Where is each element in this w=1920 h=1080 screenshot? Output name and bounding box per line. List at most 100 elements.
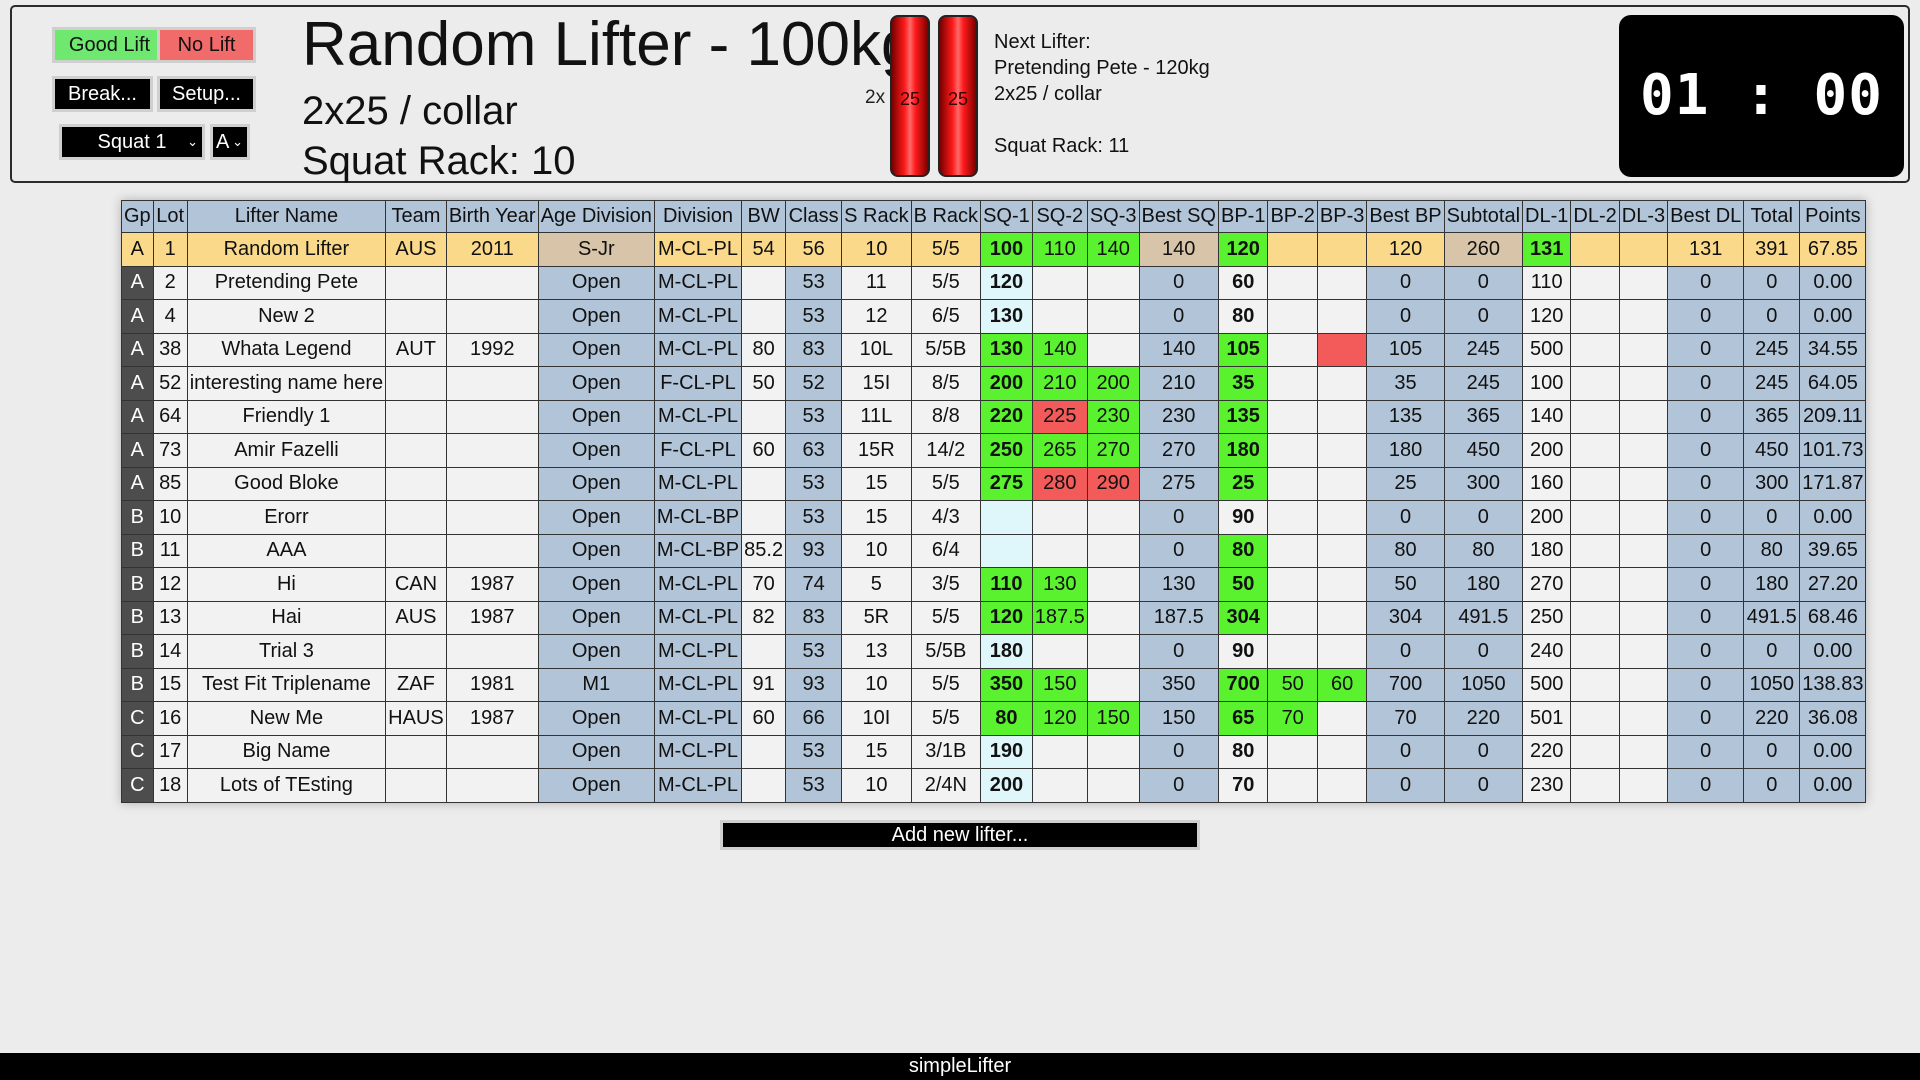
cell-srack[interactable]: 11 xyxy=(841,265,912,300)
cell-bbp[interactable]: 70 xyxy=(1366,701,1445,736)
column-header-age[interactable]: Age Division xyxy=(537,200,655,233)
table-row[interactable]: C 16 New Me HAUS 1987 Open M-CL-PL 60 66 10I 5/5 80… xyxy=(121,701,1867,736)
column-header-sub[interactable]: Subtotal xyxy=(1443,200,1524,233)
cell-brack[interactable]: 4/3 xyxy=(910,500,982,535)
cell-lot[interactable]: 10 xyxy=(152,500,188,535)
cell-bw[interactable] xyxy=(741,500,787,535)
cell-sq2[interactable]: 225 xyxy=(1031,399,1088,434)
cell-bw[interactable] xyxy=(741,299,787,334)
cell-bbp[interactable]: 0 xyxy=(1366,265,1445,300)
cell-sub[interactable]: 260 xyxy=(1443,232,1524,267)
cell-dl3[interactable] xyxy=(1618,768,1669,803)
cell-bp2[interactable] xyxy=(1267,734,1318,769)
cell-lot[interactable]: 64 xyxy=(152,399,188,434)
cell-dl3[interactable] xyxy=(1618,366,1669,401)
cell-gp[interactable]: A xyxy=(121,332,154,367)
cell-bp3[interactable] xyxy=(1316,366,1368,401)
column-header-div[interactable]: Division xyxy=(653,200,743,233)
cell-gp[interactable]: A xyxy=(121,232,154,267)
cell-birth[interactable] xyxy=(445,399,539,434)
table-row[interactable]: B 15 Test Fit Triplename ZAF 1981 M1 M-CL-PL 91… xyxy=(121,667,1867,702)
cell-birth[interactable] xyxy=(445,634,539,669)
cell-sub[interactable]: 0 xyxy=(1443,734,1524,769)
cell-name[interactable]: Friendly 1 xyxy=(186,399,387,434)
cell-bp2[interactable] xyxy=(1267,500,1318,535)
cell-name[interactable]: New Me xyxy=(186,701,387,736)
cell-bdl[interactable]: 131 xyxy=(1667,232,1745,267)
cell-sq1[interactable]: 180 xyxy=(980,634,1033,669)
cell-team[interactable] xyxy=(385,734,447,769)
cell-age[interactable]: Open xyxy=(537,299,655,334)
cell-gp[interactable]: B xyxy=(121,567,154,602)
cell-bdl[interactable]: 0 xyxy=(1667,734,1745,769)
cell-bp1[interactable]: 105 xyxy=(1217,332,1269,367)
cell-pts[interactable]: 39.65 xyxy=(1799,533,1867,568)
cell-age[interactable]: Open xyxy=(537,600,655,635)
cell-div[interactable]: M-CL-PL xyxy=(653,701,743,736)
cell-bbp[interactable]: 35 xyxy=(1366,366,1445,401)
cell-brack[interactable]: 5/5 xyxy=(910,667,982,702)
cell-bsq[interactable]: 230 xyxy=(1138,399,1219,434)
cell-brack[interactable]: 2/4N xyxy=(910,768,982,803)
cell-bp1[interactable]: 80 xyxy=(1217,734,1269,769)
cell-team[interactable] xyxy=(385,466,447,501)
cell-dl1[interactable]: 500 xyxy=(1522,332,1572,367)
cell-sub[interactable]: 1050 xyxy=(1443,667,1524,702)
table-row[interactable]: C 18 Lots of TEsting Open M-CL-PL 53 10 2/4N 200… xyxy=(121,768,1867,803)
cell-cls[interactable]: 53 xyxy=(785,299,843,334)
cell-div[interactable]: M-CL-PL xyxy=(653,299,743,334)
cell-sub[interactable]: 0 xyxy=(1443,299,1524,334)
cell-age[interactable]: Open xyxy=(537,734,655,769)
cell-srack[interactable]: 13 xyxy=(841,634,912,669)
cell-sq2[interactable] xyxy=(1031,734,1088,769)
cell-gp[interactable]: B xyxy=(121,667,154,702)
cell-dl1[interactable]: 500 xyxy=(1522,667,1572,702)
cell-cls[interactable]: 63 xyxy=(785,433,843,468)
cell-sub[interactable]: 491.5 xyxy=(1443,600,1524,635)
cell-bsq[interactable]: 140 xyxy=(1138,232,1219,267)
cell-brack[interactable]: 5/5 xyxy=(910,600,982,635)
cell-pts[interactable]: 27.20 xyxy=(1799,567,1867,602)
cell-lot[interactable]: 4 xyxy=(152,299,188,334)
cell-srack[interactable]: 10 xyxy=(841,232,912,267)
cell-sub[interactable]: 245 xyxy=(1443,332,1524,367)
cell-sq1[interactable]: 190 xyxy=(980,734,1033,769)
cell-bbp[interactable]: 80 xyxy=(1366,533,1445,568)
cell-lot[interactable]: 16 xyxy=(152,701,188,736)
cell-dl3[interactable] xyxy=(1618,399,1669,434)
cell-bp1[interactable]: 90 xyxy=(1217,634,1269,669)
cell-pts[interactable]: 34.55 xyxy=(1799,332,1867,367)
column-header-pts[interactable]: Points xyxy=(1799,200,1867,233)
cell-dl1[interactable]: 180 xyxy=(1522,533,1572,568)
cell-bdl[interactable]: 0 xyxy=(1667,366,1745,401)
cell-bp3[interactable] xyxy=(1316,500,1368,535)
cell-tot[interactable]: 0 xyxy=(1743,768,1801,803)
cell-div[interactable]: F-CL-PL xyxy=(653,433,743,468)
cell-pts[interactable]: 67.85 xyxy=(1799,232,1867,267)
cell-sub[interactable]: 245 xyxy=(1443,366,1524,401)
cell-team[interactable] xyxy=(385,265,447,300)
cell-bdl[interactable]: 0 xyxy=(1667,399,1745,434)
cell-bbp[interactable]: 0 xyxy=(1366,299,1445,334)
cell-team[interactable]: ZAF xyxy=(385,667,447,702)
cell-srack[interactable]: 10 xyxy=(841,768,912,803)
table-row[interactable]: A 52 interesting name here Open F-CL-PL 50 52 1… xyxy=(121,366,1867,401)
cell-sq3[interactable] xyxy=(1086,734,1140,769)
cell-sub[interactable]: 0 xyxy=(1443,500,1524,535)
cell-dl2[interactable] xyxy=(1570,634,1620,669)
cell-dl1[interactable]: 131 xyxy=(1522,232,1572,267)
cell-cls[interactable]: 66 xyxy=(785,701,843,736)
table-row[interactable]: B 14 Trial 3 Open M-CL-PL 53 13 5/5B 180 0 90 0 0 240… xyxy=(121,634,1867,669)
cell-sq1[interactable]: 130 xyxy=(980,332,1033,367)
cell-dl2[interactable] xyxy=(1570,366,1620,401)
cell-brack[interactable]: 8/8 xyxy=(910,399,982,434)
cell-cls[interactable]: 53 xyxy=(785,399,843,434)
cell-sq1[interactable]: 80 xyxy=(980,701,1033,736)
cell-sq1[interactable]: 220 xyxy=(980,399,1033,434)
cell-bp1[interactable]: 135 xyxy=(1217,399,1269,434)
cell-sq1[interactable] xyxy=(980,533,1033,568)
cell-sub[interactable]: 365 xyxy=(1443,399,1524,434)
cell-dl1[interactable]: 230 xyxy=(1522,768,1572,803)
cell-bp2[interactable] xyxy=(1267,399,1318,434)
cell-srack[interactable]: 15 xyxy=(841,734,912,769)
